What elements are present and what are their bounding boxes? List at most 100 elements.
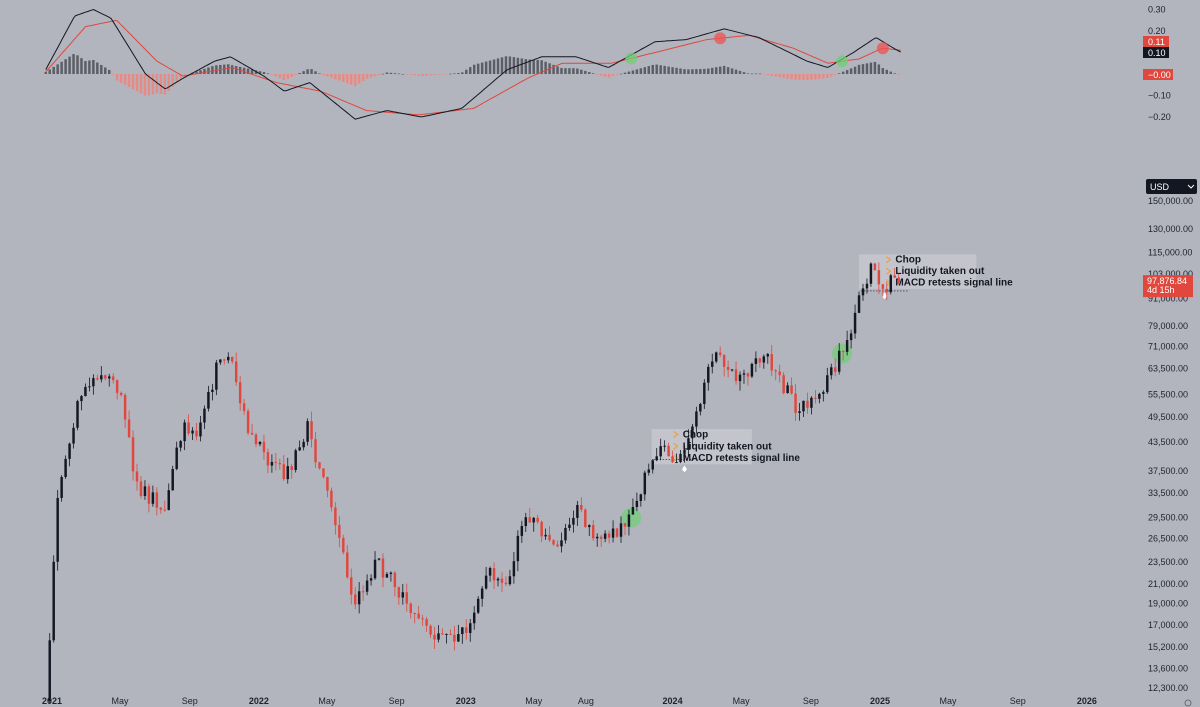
- candle: [187, 414, 190, 436]
- candle-body: [60, 477, 63, 498]
- candle: [234, 352, 238, 386]
- candle-body: [441, 633, 444, 635]
- candle: [409, 602, 412, 619]
- candle: [524, 512, 528, 532]
- time-tick-label: Sep: [389, 696, 405, 706]
- candle-body: [203, 408, 206, 423]
- currency-selector-box[interactable]: [1146, 179, 1197, 194]
- candle-body: [488, 568, 492, 576]
- candle-body: [588, 525, 591, 528]
- candle-body: [659, 446, 662, 457]
- candle: [131, 430, 135, 481]
- candle-body: [472, 612, 476, 624]
- histogram-bar: [361, 74, 365, 82]
- histogram-bar: [425, 74, 428, 76]
- candle-body: [691, 426, 694, 439]
- candle: [357, 582, 361, 614]
- candle: [84, 383, 87, 397]
- candle-body: [599, 536, 603, 539]
- candle-body: [730, 369, 734, 371]
- histogram-bar: [695, 69, 698, 74]
- candle: [504, 576, 508, 587]
- histogram-bar: [453, 73, 456, 74]
- candle-body: [365, 580, 369, 592]
- candle-body: [282, 464, 286, 480]
- histogram-bar: [889, 71, 892, 74]
- candle: [758, 357, 762, 368]
- bearish-cross-marker: [876, 42, 889, 55]
- candle-body: [544, 534, 547, 537]
- candle-body: [413, 613, 416, 615]
- time-tick-label: Sep: [1010, 696, 1026, 706]
- candle-body: [115, 380, 119, 393]
- histogram-bar: [100, 64, 103, 74]
- candle-body: [718, 352, 722, 355]
- candle: [488, 566, 492, 582]
- candle: [254, 432, 258, 448]
- histogram-bar: [64, 59, 67, 74]
- candle: [270, 454, 274, 473]
- time-tick-label: 2022: [249, 696, 269, 706]
- histogram-bar: [750, 73, 754, 75]
- candle: [849, 329, 853, 349]
- candle: [373, 551, 377, 580]
- candle: [691, 423, 694, 448]
- time-tick-label: 2021: [42, 696, 62, 706]
- candle-body: [814, 397, 817, 399]
- histogram-bar: [766, 74, 770, 76]
- candle-body: [849, 333, 853, 341]
- histogram-bar: [163, 74, 167, 95]
- histogram-bar: [536, 59, 539, 74]
- candle: [449, 629, 452, 636]
- candle-body: [556, 544, 559, 547]
- candle-body: [580, 504, 583, 510]
- price-tick-label: 37,500.00: [1148, 466, 1188, 476]
- candle: [536, 514, 539, 524]
- candle: [774, 368, 777, 381]
- histogram-bar: [139, 74, 143, 94]
- candle-body: [159, 507, 163, 510]
- histogram-bar: [679, 68, 682, 74]
- candle-body: [76, 401, 79, 428]
- candle: [770, 345, 773, 377]
- histogram-bar: [310, 69, 313, 74]
- candle-body: [699, 403, 702, 412]
- price-tick-label: 150,000.00: [1148, 196, 1193, 206]
- candle: [330, 487, 333, 512]
- candle: [88, 377, 91, 392]
- time-axis: 2021 May Sep 2022 May Sep 2023 May Aug 2024 May Sep…: [42, 696, 1097, 706]
- candle: [338, 516, 341, 548]
- candle-body: [401, 592, 405, 598]
- candle-body: [818, 393, 821, 399]
- candle: [520, 520, 524, 543]
- histogram-bar: [595, 74, 599, 75]
- candle: [413, 612, 416, 624]
- price-tick-label: 91,000.00: [1148, 293, 1188, 303]
- candle-body: [822, 392, 825, 394]
- candle-body: [449, 633, 452, 635]
- candle-body: [711, 361, 714, 367]
- candle: [611, 520, 615, 543]
- histogram-bar: [568, 68, 571, 74]
- candle: [568, 517, 571, 531]
- candle: [711, 353, 714, 374]
- candle-body: [500, 578, 504, 583]
- histogram-bar: [560, 67, 563, 74]
- candle: [576, 500, 579, 526]
- candle: [104, 374, 107, 381]
- settings-icon[interactable]: [1184, 699, 1192, 707]
- last-price-badge: 97,876.84 4d 15h: [1143, 275, 1193, 298]
- histogram-bar: [873, 61, 877, 74]
- candle-body: [104, 375, 107, 379]
- candle: [814, 389, 817, 404]
- candle: [377, 557, 381, 561]
- histogram-bar: [631, 70, 635, 74]
- candle: [778, 364, 781, 383]
- currency-selector[interactable]: USD: [1146, 179, 1197, 194]
- candle: [56, 489, 59, 571]
- candle: [786, 382, 789, 394]
- candle: [199, 416, 202, 442]
- histogram-bar: [675, 67, 678, 74]
- candle: [219, 359, 222, 365]
